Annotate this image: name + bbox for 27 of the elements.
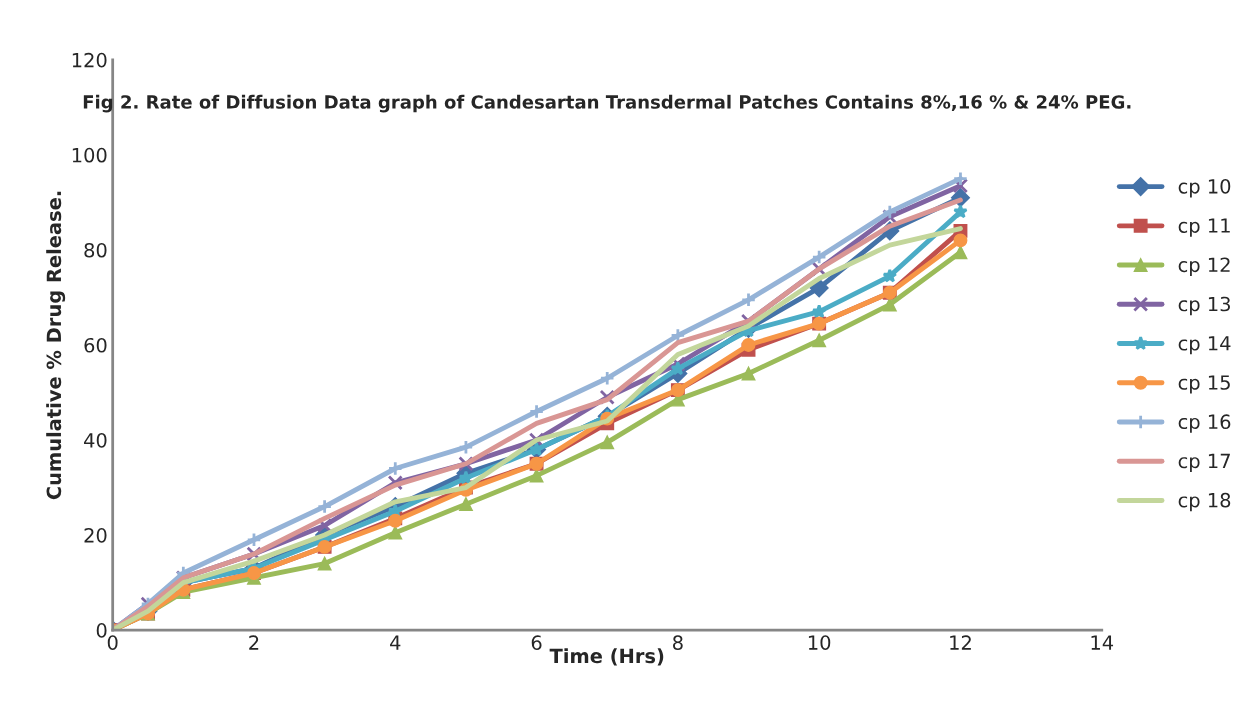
legend-label: cp 13 xyxy=(1178,296,1230,316)
x-tick-label: 4 xyxy=(390,635,401,650)
legend-label: cp 16 xyxy=(1178,414,1231,433)
x-tick-label: 14 xyxy=(1091,635,1114,650)
legend-label: cp 14 xyxy=(1178,336,1231,355)
legend-label: cp 18 xyxy=(1178,492,1231,512)
x-tick-label: 6 xyxy=(531,635,542,650)
legend-label: cp 17 xyxy=(1178,453,1230,473)
y-tick-label: 100 xyxy=(72,147,107,163)
text: Fig 2. Rate of Diffusion Data graph of Candesartan Transdermal Patches Contains 8%,16 % & 24% PEG. xyxy=(83,94,1131,113)
x-axis-title: Time (Hrs) xyxy=(549,648,664,666)
legend-label: cp 15 xyxy=(1178,375,1230,394)
y-tick-label: 80 xyxy=(84,242,107,258)
legend-label: cp 10 xyxy=(1178,178,1231,198)
y-tick-label: 40 xyxy=(84,432,107,448)
x-tick-label: 2 xyxy=(249,635,259,650)
y-axis-title: Cumulative % Drug Release. xyxy=(46,191,66,500)
x-tick-label: 12 xyxy=(950,635,971,650)
y-tick-label: 120 xyxy=(72,52,107,68)
x-tick-label: 0 xyxy=(107,635,118,650)
x-tick-label: 8 xyxy=(673,635,683,650)
legend-label: cp 12 xyxy=(1178,257,1230,276)
y-tick-label: 20 xyxy=(84,528,107,543)
x-tick-label: 10 xyxy=(808,635,831,650)
y-tick-label: 0 xyxy=(96,623,107,638)
y-tick-label: 60 xyxy=(84,337,107,353)
legend-label: cp 11 xyxy=(1178,218,1230,237)
